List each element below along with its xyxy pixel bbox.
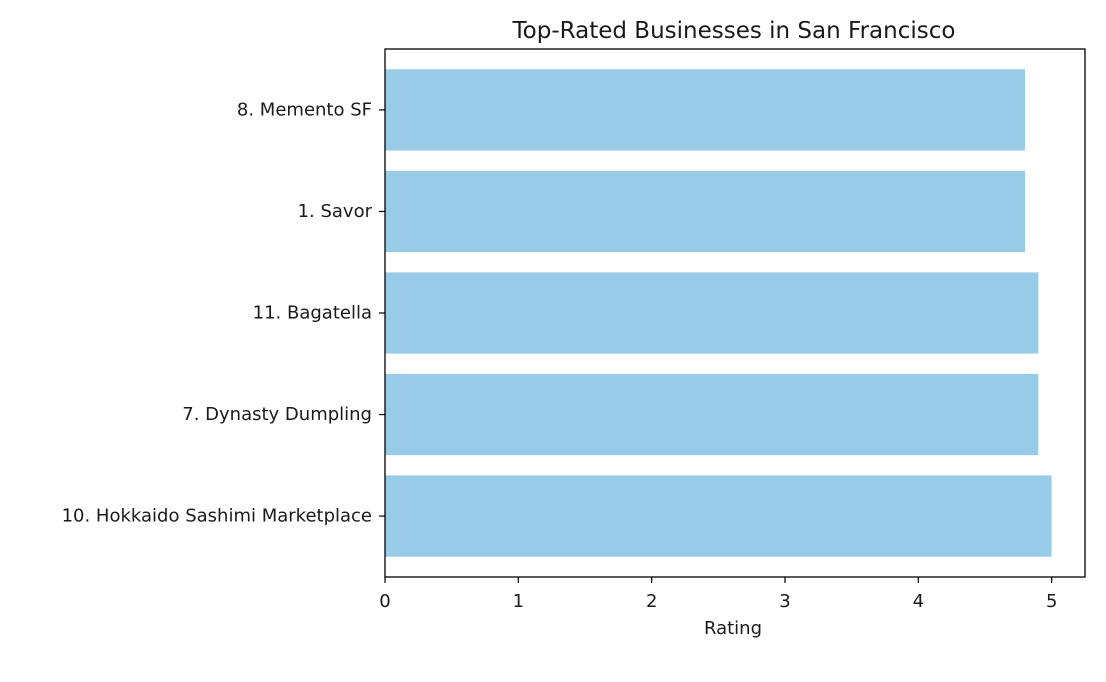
x-axis-label: Rating	[704, 618, 762, 639]
x-tick-label: 0	[379, 591, 390, 612]
y-axis: 8. Memento SF 1. Savor 11. Bagatella 7. Dyn…	[62, 99, 385, 527]
bar	[385, 475, 1052, 557]
bar	[385, 373, 1039, 456]
x-axis: 0 1 2 3 4 5	[379, 577, 1057, 612]
bar	[385, 69, 1025, 151]
x-tick-label: 5	[1046, 591, 1057, 612]
bar	[385, 170, 1025, 253]
bars-layer	[385, 69, 1052, 557]
y-tick-label: 10. Hokkaido Sashimi Marketplace	[62, 506, 372, 527]
y-tick-label: 1. Savor	[298, 201, 373, 222]
y-tick-label: 7. Dynasty Dumpling	[182, 404, 372, 425]
x-tick-label: 2	[646, 591, 657, 612]
chart-title: Top-Rated Businesses in San Francisco	[512, 18, 956, 44]
y-tick-label: 8. Memento SF	[237, 99, 372, 120]
x-tick-label: 4	[913, 591, 924, 612]
x-tick-label: 1	[513, 591, 524, 612]
y-tick-label: 11. Bagatella	[253, 303, 372, 324]
bar	[385, 272, 1039, 354]
x-tick-label: 3	[779, 591, 790, 612]
